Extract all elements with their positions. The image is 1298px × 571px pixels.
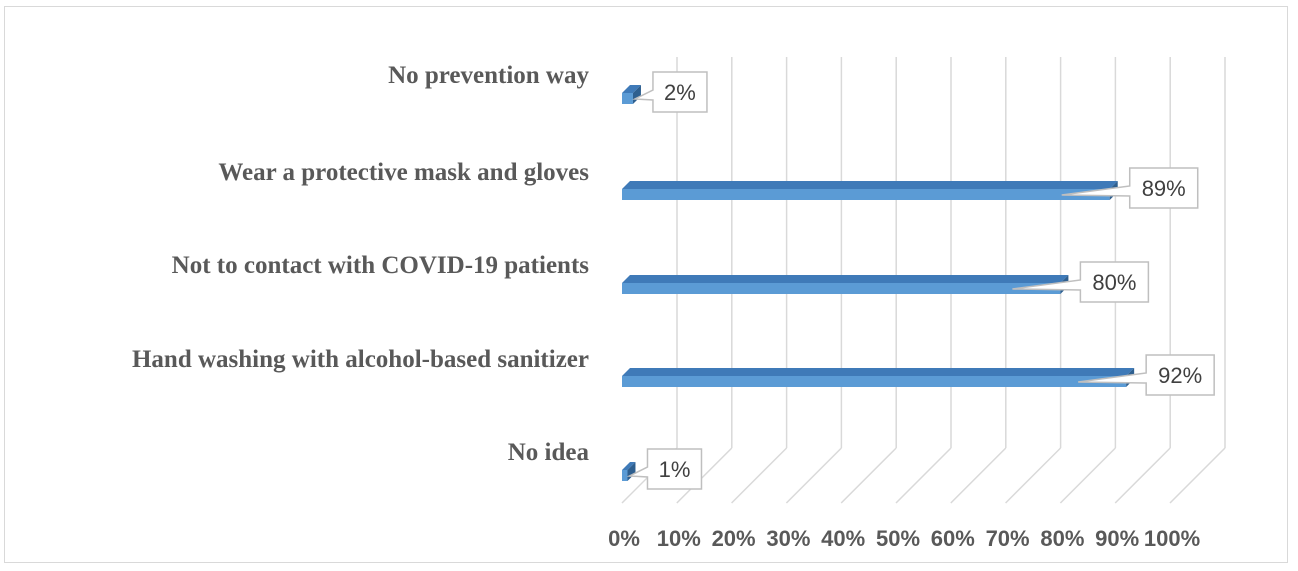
bar-top-face: [622, 181, 1118, 189]
category-labels: No prevention way Wear a protective mask …: [132, 62, 590, 466]
data-label: 89%: [1061, 167, 1199, 209]
gridline-floor: [731, 447, 788, 504]
x-tick-label: 60%: [931, 526, 975, 551]
category-label: No idea: [508, 439, 590, 466]
data-label-text: 1%: [659, 457, 691, 482]
gridline-floor: [1005, 447, 1062, 504]
bar-top-face: [622, 462, 636, 470]
gridline-floor: [676, 447, 733, 504]
x-tick-label: 100%: [1144, 526, 1200, 551]
gridline-floor: [895, 447, 952, 504]
data-labels: 2% 89% 80% 92% 1%: [626, 71, 1215, 490]
x-tick-label: 30%: [766, 526, 810, 551]
bar: [622, 93, 633, 104]
bar-top-face: [622, 85, 641, 93]
category-label: Wear a protective mask and gloves: [218, 159, 589, 186]
x-tick-label: 10%: [657, 526, 701, 551]
data-label-text: 2%: [664, 80, 696, 105]
data-label-callout: [632, 71, 708, 113]
data-label-text: 92%: [1158, 363, 1202, 388]
data-label-text: 89%: [1142, 176, 1186, 201]
bar: [622, 376, 1127, 387]
gridline-floor: [785, 447, 842, 504]
bar: [622, 283, 1061, 294]
bar-top-face: [622, 368, 1135, 376]
data-label-callout: [1012, 261, 1150, 303]
gridline-floor: [840, 447, 897, 504]
data-label: 80%: [1012, 261, 1150, 303]
gridline-floor: [1114, 447, 1171, 504]
gridline-floor: [950, 447, 1007, 504]
data-label: 92%: [1078, 354, 1215, 396]
data-label: 1%: [626, 448, 703, 490]
category-label: Hand washing with alcohol-based sanitize…: [132, 346, 589, 373]
bars: [622, 85, 1135, 481]
bar: [622, 470, 628, 481]
x-tick-label: 90%: [1095, 526, 1139, 551]
category-label: Not to contact with COVID-19 patients: [172, 252, 590, 279]
x-tick-label: 80%: [1040, 526, 1084, 551]
data-label: 2%: [632, 71, 708, 113]
x-tick-label: 40%: [821, 526, 865, 551]
bar: [622, 189, 1110, 200]
x-axis-tick-labels: 0% 10% 20% 30% 40% 50% 60% 70% 80% 90% 100%: [608, 526, 1200, 551]
data-label-callout: [1078, 354, 1215, 396]
x-tick-label: 20%: [712, 526, 756, 551]
x-tick-label: 70%: [986, 526, 1030, 551]
x-tick-label: 50%: [876, 526, 920, 551]
category-label: No prevention way: [388, 62, 589, 89]
data-label-callout: [1061, 167, 1199, 209]
gridline-floor: [1059, 447, 1116, 504]
bar-top-face: [622, 275, 1069, 283]
gridline-floor: [1169, 447, 1226, 504]
data-label-text: 80%: [1092, 270, 1136, 295]
data-label-callout: [626, 448, 703, 490]
x-tick-label: 0%: [608, 526, 640, 551]
